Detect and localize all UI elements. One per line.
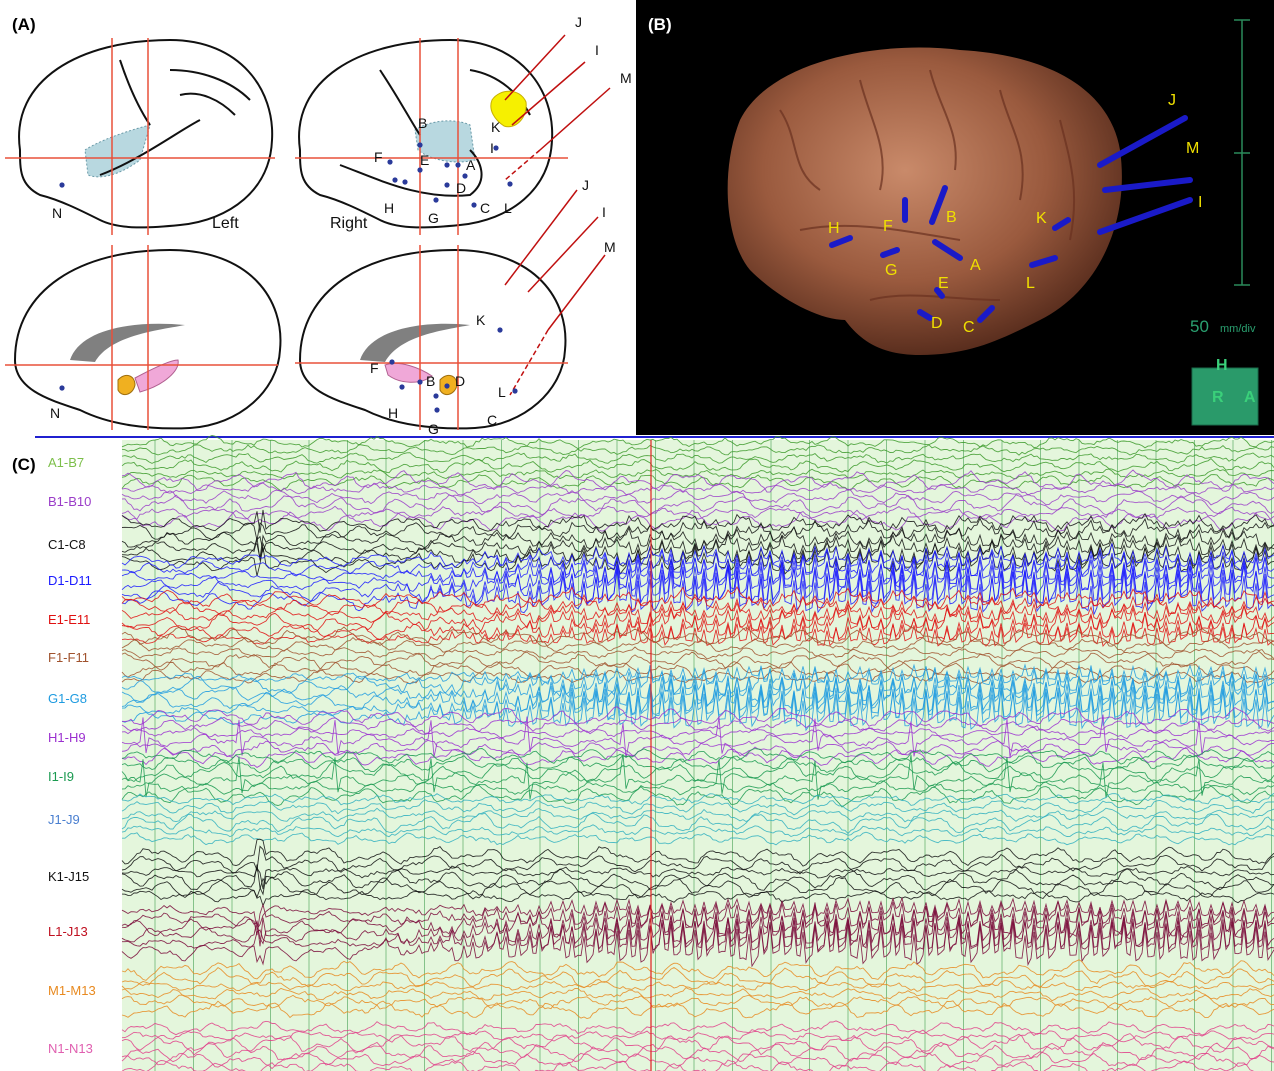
channel-label: I1-I9 xyxy=(48,769,74,784)
channel-label: F1-F11 xyxy=(48,650,89,665)
orientation-label: R xyxy=(1212,389,1224,406)
scale-value: 50 xyxy=(1190,317,1209,336)
channel-label: H1-H9 xyxy=(48,730,86,745)
electrode-label: K xyxy=(476,312,486,328)
electrode-labels: H F B G A E D C K L J M I xyxy=(828,92,1202,336)
electrode-label: F xyxy=(883,218,893,235)
electrode-label: L xyxy=(498,384,506,400)
channel-labels: A1-B7 B1-B10 C1-C8 D1-D11 E1-E11 F1-F11 G1-G8 H… xyxy=(48,455,96,1056)
channel-label: L1-J13 xyxy=(48,924,88,939)
channel-label: C1-C8 xyxy=(48,537,86,552)
scale-bar xyxy=(1234,19,1250,286)
channel-label: B1-B10 xyxy=(48,494,91,509)
electrode-label: B xyxy=(426,373,435,389)
panel-c: (C) A1-B7 B1-B10 C1-C8 D1-D11 E1-E11 F1-F11 G1… xyxy=(12,435,1274,1071)
electrode-label: I xyxy=(1198,194,1202,211)
scale-unit: mm/div xyxy=(1220,323,1256,335)
electrode-label: C xyxy=(963,319,975,336)
panel-label: (A) xyxy=(12,15,36,34)
channel-label: N1-N13 xyxy=(48,1041,93,1056)
electrode-label: F xyxy=(374,149,383,165)
electrode-label: I xyxy=(490,140,494,156)
electrode-label: G xyxy=(428,210,439,226)
channel-label: J1-J9 xyxy=(48,812,80,827)
reference-lines xyxy=(5,34,611,430)
electrode-dots xyxy=(59,142,518,413)
eeg-traces xyxy=(121,435,1274,1071)
electrode-label: E xyxy=(938,275,949,292)
electrode-label: H xyxy=(388,405,398,421)
orientation-label: A xyxy=(1244,389,1256,406)
electrodes xyxy=(829,115,1193,323)
electrode-label: C xyxy=(487,412,497,428)
electrode-label: B xyxy=(946,209,957,226)
electrode-label: N xyxy=(50,405,60,421)
electrode-label: C xyxy=(480,200,490,216)
panel-b: (B) 50 mm/div H R A H F B G A E D C K L J M I xyxy=(636,0,1274,435)
brain-outlines xyxy=(13,38,567,430)
electrode-label: G xyxy=(885,262,897,279)
electrode-label: J xyxy=(575,14,582,30)
electrode-label: B xyxy=(418,115,427,131)
electrode-label: J xyxy=(1168,92,1176,109)
channel-label: D1-D11 xyxy=(48,573,92,588)
hemisphere-label: Left xyxy=(212,215,239,232)
channel-label: M1-M13 xyxy=(48,983,96,998)
hemisphere-label: Right xyxy=(330,215,368,232)
electrode-label: D xyxy=(455,373,465,389)
electrode-label: L xyxy=(1026,275,1035,292)
electrode-label: I xyxy=(595,42,599,58)
electrode-label: D xyxy=(931,315,943,332)
channel-label: K1-J15 xyxy=(48,869,89,884)
electrode-label: M xyxy=(1186,140,1199,157)
orientation-cube xyxy=(1191,367,1259,426)
electrode-label: D xyxy=(456,180,466,196)
electrode-label: I xyxy=(602,204,606,220)
electrode-label: K xyxy=(491,119,501,135)
channel-label: E1-E11 xyxy=(48,612,90,627)
orientation-label: H xyxy=(1216,357,1228,374)
electrode-label: J xyxy=(582,177,589,193)
brain-render xyxy=(727,47,1122,355)
electrode-label: A xyxy=(466,157,476,173)
panel-label: (B) xyxy=(648,15,672,34)
electrode-label: A xyxy=(970,257,981,274)
electrode-label: K xyxy=(1036,210,1047,227)
electrode-label: N xyxy=(52,205,62,221)
electrode-label: H xyxy=(828,220,840,237)
electrode-label: G xyxy=(428,421,439,437)
electrode-label: H xyxy=(384,200,394,216)
electrode-label: M xyxy=(620,70,632,86)
electrode-label: F xyxy=(370,360,379,376)
electrode-label: L xyxy=(504,200,512,216)
channel-label: G1-G8 xyxy=(48,691,87,706)
channel-label: A1-B7 xyxy=(48,455,84,470)
electrode-label: E xyxy=(420,152,429,168)
electrode-label: M xyxy=(604,239,616,255)
panel-label: (C) xyxy=(12,455,36,474)
